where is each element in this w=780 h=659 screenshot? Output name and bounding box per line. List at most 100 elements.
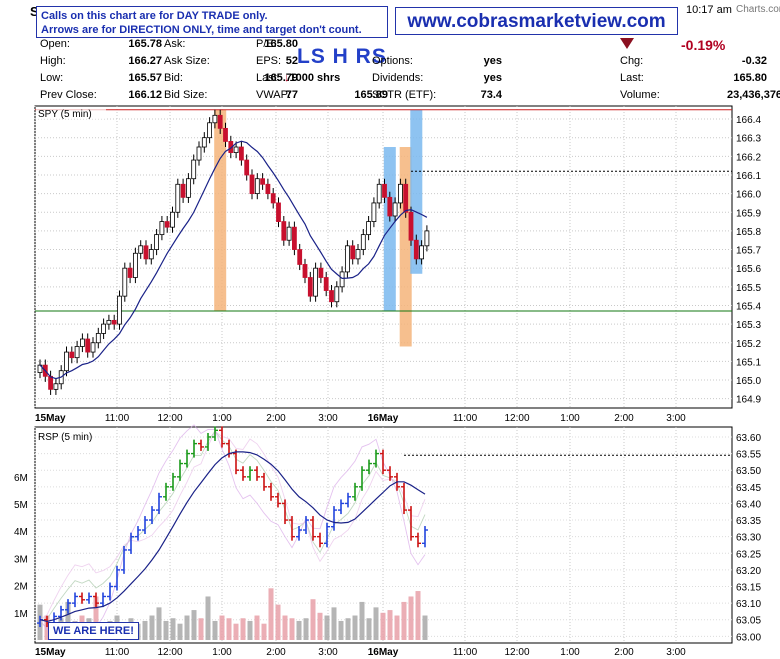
rsp-volume-bar bbox=[296, 620, 302, 640]
quote-label: Last: bbox=[256, 72, 280, 84]
spy-candle bbox=[360, 234, 366, 250]
rsp-volume-bar bbox=[233, 623, 239, 640]
spy-candle bbox=[366, 221, 372, 236]
spy-candle bbox=[281, 221, 287, 241]
rsp-volume-bar bbox=[247, 620, 253, 640]
website-link[interactable]: www.cobrasmarketview.com bbox=[395, 7, 678, 35]
rsp-y-tick-label: 63.25 bbox=[736, 549, 761, 560]
spy-candle bbox=[403, 183, 409, 213]
rsp-x-tick-label: 12:00 bbox=[157, 647, 182, 658]
spy-candle bbox=[217, 114, 223, 129]
volume-tick-label: 2M bbox=[14, 582, 28, 593]
spy-candle bbox=[80, 338, 85, 347]
rsp-volume-bar bbox=[177, 623, 183, 640]
rsp-volume-bar bbox=[212, 620, 218, 640]
rsp-volume-bar bbox=[219, 615, 225, 640]
rsp-volume-bar bbox=[44, 615, 50, 640]
rsp-volume-bar bbox=[331, 607, 337, 640]
spy-x-tick-label: 16May bbox=[368, 413, 399, 424]
we-are-here-label: WE ARE HERE! bbox=[48, 622, 139, 640]
spy-candle bbox=[254, 178, 260, 195]
spy-y-tick-label: 165.5 bbox=[736, 283, 761, 294]
spy-candle bbox=[95, 333, 101, 344]
spy-title-bg bbox=[36, 107, 106, 119]
spy-candle bbox=[127, 267, 133, 278]
quote-label: Dividends: bbox=[372, 72, 424, 84]
rsp-volume-bar bbox=[310, 599, 316, 640]
quote-value: 52 bbox=[285, 55, 298, 67]
rsp-y-tick-label: 63.40 bbox=[736, 499, 761, 510]
spy-candle bbox=[48, 375, 53, 390]
quote-label: Ask: bbox=[164, 38, 186, 50]
rsp-volume-bar bbox=[226, 618, 232, 640]
spy-candle bbox=[207, 122, 213, 139]
spy-candle bbox=[270, 193, 276, 204]
spy-candle bbox=[175, 183, 181, 213]
pattern-marks: LS H RS bbox=[297, 45, 387, 68]
symbol-initial: S bbox=[30, 4, 39, 19]
rsp-x-tick-label: 1:00 bbox=[560, 647, 580, 658]
spy-candle bbox=[355, 249, 361, 260]
quote-value: 165.80 bbox=[264, 38, 298, 50]
rsp-y-tick-label: 63.10 bbox=[736, 599, 761, 610]
spy-candle bbox=[291, 226, 297, 250]
spy-candle bbox=[164, 221, 170, 228]
rsp-volume-bar bbox=[184, 615, 190, 640]
quote-label: SCTR (ETF): bbox=[372, 89, 437, 101]
spy-candle bbox=[180, 183, 186, 198]
spy-y-tick-label: 164.9 bbox=[736, 395, 761, 406]
spy-candle bbox=[265, 183, 271, 195]
rsp-volume-bar bbox=[254, 615, 260, 640]
rsp-volume-bar bbox=[387, 610, 393, 640]
spy-x-tick-label: 11:00 bbox=[105, 413, 130, 424]
quote-label: Volume: bbox=[620, 89, 660, 101]
rsp-x-tick-label: 15May bbox=[35, 647, 66, 658]
spy-y-tick-label: 166.0 bbox=[736, 190, 761, 201]
rsp-y-tick-label: 63.35 bbox=[736, 516, 761, 527]
quote-label: High: bbox=[40, 55, 66, 67]
spy-candle bbox=[69, 351, 75, 359]
spy-candle bbox=[424, 230, 430, 247]
spy-candle bbox=[122, 267, 128, 297]
rsp-volume-bar bbox=[394, 615, 400, 640]
quote-value: 165.57 bbox=[128, 72, 162, 84]
rsp-y-tick-label: 63.00 bbox=[736, 632, 761, 643]
spy-y-tick-label: 165.2 bbox=[736, 339, 761, 350]
day-trade-notice: Calls on this chart are for DAY TRADE on… bbox=[36, 6, 388, 38]
rsp-x-tick-label: 2:00 bbox=[614, 647, 634, 658]
spy-y-tick-label: 166.2 bbox=[736, 152, 761, 163]
spy-candle bbox=[196, 146, 202, 161]
spy-candle bbox=[201, 137, 207, 148]
spy-candle bbox=[212, 114, 218, 124]
volume-tick-label: 4M bbox=[14, 527, 28, 538]
spy-candle bbox=[318, 267, 324, 278]
spy-candle bbox=[419, 245, 425, 260]
spy-candle bbox=[74, 346, 80, 359]
rsp-x-tick-label: 3:00 bbox=[666, 647, 686, 658]
spy-candle bbox=[64, 351, 69, 372]
spy-candle bbox=[238, 146, 244, 161]
rsp-volume-bar bbox=[366, 618, 372, 640]
down-tick-icon: ↓ bbox=[284, 72, 290, 84]
spy-candle bbox=[53, 383, 59, 390]
spy-candle bbox=[302, 264, 308, 278]
spy-y-tick-label: 165.1 bbox=[736, 357, 761, 368]
spy-candle bbox=[413, 239, 419, 260]
watermark-text: Charts.com bbox=[736, 4, 780, 15]
rsp-volume-bar bbox=[65, 601, 71, 640]
rsp-y-tick-label: 63.15 bbox=[736, 583, 761, 594]
spy-candle bbox=[170, 211, 175, 228]
spy-x-tick-label: 15May bbox=[35, 413, 66, 424]
spy-candle bbox=[297, 249, 303, 265]
spy-x-tick-label: 3:00 bbox=[666, 413, 686, 424]
spy-chart-title: SPY (5 min) bbox=[38, 109, 92, 120]
spy-candle bbox=[159, 221, 165, 236]
quote-value: 165.89 bbox=[354, 89, 388, 101]
rsp-y-tick-label: 63.60 bbox=[736, 433, 761, 444]
quote-value: 77 bbox=[285, 89, 298, 101]
rsp-y-tick-label: 63.55 bbox=[736, 450, 761, 461]
spy-y-tick-label: 166.3 bbox=[736, 134, 761, 145]
rsp-volume-bar bbox=[191, 610, 197, 640]
spy-y-tick-label: 165.4 bbox=[736, 301, 761, 312]
